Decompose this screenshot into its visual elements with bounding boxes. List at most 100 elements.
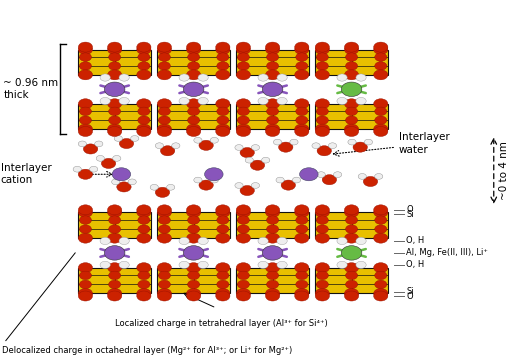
Circle shape [315,233,330,243]
Circle shape [315,291,330,301]
Circle shape [316,280,329,289]
Circle shape [217,216,229,224]
Circle shape [375,62,387,70]
Circle shape [296,116,308,125]
Circle shape [346,280,357,289]
Circle shape [345,233,358,243]
Circle shape [315,70,330,80]
Circle shape [345,124,358,134]
Circle shape [293,177,301,183]
Circle shape [346,225,357,233]
Circle shape [137,207,151,217]
Circle shape [237,53,249,61]
Circle shape [187,280,200,289]
Circle shape [356,74,366,81]
Circle shape [216,99,230,109]
Circle shape [179,261,190,269]
Circle shape [113,155,121,161]
Circle shape [240,185,254,196]
Circle shape [186,124,201,134]
Circle shape [374,70,388,80]
Circle shape [316,225,329,233]
Circle shape [374,207,388,217]
Circle shape [345,99,358,109]
Circle shape [346,53,357,61]
Text: Al, Mg, Fe(II, III), Li⁺: Al, Mg, Fe(II, III), Li⁺ [406,248,488,257]
Circle shape [277,237,287,245]
Circle shape [194,137,202,143]
Circle shape [375,225,387,233]
Circle shape [83,144,98,154]
Circle shape [312,143,320,148]
Circle shape [237,107,249,115]
Circle shape [157,45,171,54]
Circle shape [273,139,282,145]
Circle shape [236,42,250,52]
Circle shape [78,263,93,273]
Circle shape [157,42,171,52]
Circle shape [356,261,366,269]
Circle shape [375,271,387,280]
Circle shape [236,289,250,298]
Circle shape [158,62,170,70]
Circle shape [79,225,92,233]
Circle shape [157,291,171,301]
Circle shape [236,291,250,301]
Circle shape [374,263,388,273]
Circle shape [295,205,309,215]
Circle shape [216,42,230,52]
Circle shape [79,116,92,125]
Circle shape [258,237,268,245]
Circle shape [187,116,200,125]
Circle shape [277,261,287,269]
Circle shape [137,126,151,136]
Circle shape [187,225,200,233]
Circle shape [315,99,330,109]
Circle shape [236,124,250,134]
Circle shape [108,291,122,301]
Circle shape [186,207,201,217]
Bar [236,104,309,129]
Circle shape [374,126,388,136]
Circle shape [138,107,150,115]
Circle shape [374,205,388,215]
Circle shape [375,216,387,224]
Circle shape [79,107,92,115]
Circle shape [358,174,366,179]
Text: Si: Si [406,210,414,219]
Circle shape [137,124,151,134]
Circle shape [109,53,121,61]
Circle shape [204,168,223,181]
Circle shape [217,53,229,61]
Circle shape [179,237,190,245]
Circle shape [374,42,388,52]
Circle shape [119,138,134,148]
Circle shape [137,70,151,80]
Circle shape [337,237,347,245]
Circle shape [300,168,318,181]
Text: ~ 0.96 nm
thick: ~ 0.96 nm thick [3,78,58,101]
Circle shape [137,289,151,298]
Circle shape [158,280,170,289]
Circle shape [341,246,362,260]
Circle shape [217,116,229,125]
Circle shape [337,74,347,81]
Circle shape [345,126,358,136]
Circle shape [105,82,125,97]
Circle shape [237,216,249,224]
Circle shape [375,107,387,115]
Circle shape [78,289,93,298]
Circle shape [375,53,387,61]
Circle shape [296,62,308,70]
Circle shape [109,216,121,224]
Circle shape [138,62,150,70]
Circle shape [108,42,122,52]
Circle shape [108,45,122,54]
Circle shape [78,291,93,301]
Circle shape [315,124,330,134]
Circle shape [236,263,250,273]
Circle shape [374,291,388,301]
Circle shape [78,126,93,136]
Bar [78,268,151,294]
Circle shape [374,233,388,243]
